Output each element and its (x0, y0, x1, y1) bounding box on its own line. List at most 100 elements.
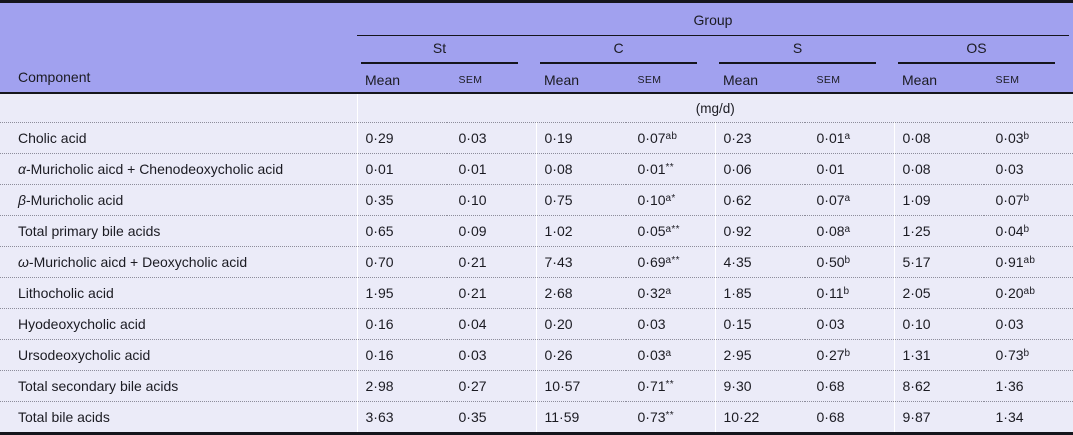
sem-cell: 0·11b (805, 278, 895, 309)
cell-value: 1·85 (724, 285, 752, 301)
cell-value: 1·36 (996, 378, 1024, 394)
cell-value: 2·68 (545, 285, 573, 301)
sem-cell: 0·10a* (626, 185, 716, 216)
st-mean-header: Mean (357, 66, 447, 93)
cell-value: 0·19 (545, 130, 573, 146)
cell-value: 0·01 (638, 161, 666, 177)
sem-cell: 0·71** (626, 371, 716, 402)
cell-superscript: a** (666, 224, 680, 235)
mean-cell: 1·95 (357, 278, 447, 309)
cell-value: 0·27 (817, 347, 845, 363)
cell-value: 0·26 (545, 347, 573, 363)
cell-value: 0·03 (996, 316, 1024, 332)
sem-cell: 0·50b (805, 247, 895, 278)
cell-superscript: ab (1024, 286, 1036, 297)
st-sem-header: SEM (447, 66, 537, 93)
cell-superscript: a (666, 286, 672, 297)
sem-cell: 0·09 (447, 216, 537, 247)
cell-superscript: ** (666, 162, 674, 173)
sem-cell: 0·07a (805, 185, 895, 216)
cell-value: 0·35 (366, 192, 394, 208)
mean-cell: 0·65 (357, 216, 447, 247)
mean-cell: 8·62 (894, 371, 984, 402)
component-cell: Total secondary bile acids (0, 371, 357, 402)
cell-value: 0·70 (366, 254, 394, 270)
mean-cell: 0·08 (894, 123, 984, 154)
cell-superscript: ** (666, 410, 674, 421)
cell-value: 0·10 (459, 192, 487, 208)
s-sem-header: SEM (805, 66, 895, 93)
cell-superscript: b (845, 255, 851, 266)
group-header-title: Group (357, 3, 1069, 36)
cell-value: 2·95 (724, 347, 752, 363)
mean-cell: 0·23 (715, 123, 805, 154)
cell-superscript: b (1024, 131, 1030, 142)
cell-superscript: a (666, 348, 672, 359)
mean-cell: 9·87 (894, 402, 984, 434)
sem-cell: 0·04 (447, 309, 537, 340)
cell-value: 0·91 (996, 254, 1024, 270)
cell-value: 0·03 (638, 347, 666, 363)
group-c-header: C (536, 36, 715, 66)
cell-value: 0·21 (459, 285, 487, 301)
cell-value: 0·20 (545, 316, 573, 332)
cell-value: 0·10 (638, 192, 666, 208)
component-label: Ursodeoxycholic acid (18, 347, 150, 363)
os-mean-header: Mean (894, 66, 984, 93)
mean-cell: 0·75 (536, 185, 626, 216)
cell-value: 0·75 (545, 192, 573, 208)
c-sem-header: SEM (626, 66, 716, 93)
cell-value: 0·03 (459, 130, 487, 146)
component-cell: Total bile acids (0, 402, 357, 434)
mean-cell: 10·57 (536, 371, 626, 402)
sem-cell: 0·04b (984, 216, 1073, 247)
mean-cell: 9·30 (715, 371, 805, 402)
mean-cell: 0·35 (357, 185, 447, 216)
sem-cell: 0·32a (626, 278, 716, 309)
cell-value: 0·29 (366, 130, 394, 146)
cell-value: 0·50 (817, 254, 845, 270)
sem-cell: 0·07ab (626, 123, 716, 154)
sem-cell: 0·69a** (626, 247, 716, 278)
cell-value: 0·06 (724, 161, 752, 177)
mean-cell: 0·15 (715, 309, 805, 340)
cell-value: 2·05 (903, 285, 931, 301)
cell-superscript: b (843, 286, 849, 297)
cell-superscript: b (1024, 224, 1030, 235)
component-cell: Lithocholic acid (0, 278, 357, 309)
group-os-header: OS (894, 36, 1073, 66)
mean-cell: 3·63 (357, 402, 447, 434)
cell-value: 0·07 (996, 192, 1024, 208)
sem-cell: 0·01 (805, 154, 895, 185)
cell-value: 0·03 (459, 347, 487, 363)
mean-cell: 0·16 (357, 309, 447, 340)
sem-cell: 0·05a** (626, 216, 716, 247)
cell-value: 0·08 (903, 130, 931, 146)
component-label: Cholic acid (18, 130, 86, 146)
cell-value: 9·87 (903, 409, 931, 425)
sem-cell: 0·35 (447, 402, 537, 434)
cell-superscript: b (1024, 193, 1030, 204)
cell-value: 0·73 (996, 347, 1024, 363)
mean-cell: 0·62 (715, 185, 805, 216)
cell-value: 0·16 (366, 316, 394, 332)
cell-value: 0·65 (366, 223, 394, 239)
cell-value: 0·73 (638, 409, 666, 425)
cell-value: 9·30 (724, 378, 752, 394)
sem-cell: 1·36 (984, 371, 1073, 402)
sem-cell: 1·34 (984, 402, 1073, 434)
cell-value: 0·03 (996, 161, 1024, 177)
sem-cell: 0·03 (984, 154, 1073, 185)
cell-value: 0·03 (996, 130, 1024, 146)
mean-cell: 1·02 (536, 216, 626, 247)
cell-superscript: ab (1024, 255, 1036, 266)
mean-cell: 10·22 (715, 402, 805, 434)
component-label: Total secondary bile acids (18, 378, 178, 394)
component-column-header: Component (0, 66, 357, 93)
